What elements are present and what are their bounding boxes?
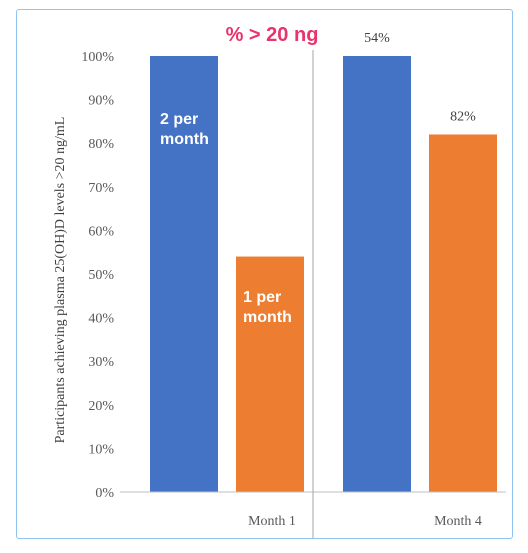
bar [429,134,497,493]
bar [236,256,304,492]
y-tick-label: 10% [88,442,114,457]
y-tick-label: 0% [95,486,114,501]
bar [150,56,218,492]
x-tick-label: Month 1 [248,514,296,529]
y-tick-label: 90% [88,94,114,109]
y-axis-ticks: 0% 10% 20% 30% 40% 50% 60% 70% 80% 90% 100% [81,50,114,501]
y-tick-label: 20% [88,399,114,414]
data-labels: 54% 82% [364,31,476,124]
y-tick-label: 30% [88,355,114,370]
x-tick-label: Month 4 [434,514,482,529]
bar [343,56,411,492]
series-labels: 2 per month 1 per month [160,111,292,326]
y-tick-label: 70% [88,181,114,196]
y-tick-label: 80% [88,137,114,152]
y-tick-label: 40% [88,312,114,327]
y-axis-title: Participants achieving plasma 25(OH)D le… [53,117,68,444]
series-label: 1 per month [243,289,292,326]
series-label: 2 per month [160,111,209,148]
bars [150,56,497,493]
y-tick-label: 60% [88,224,114,239]
data-label: 54% [364,31,390,46]
y-tick-label: 50% [88,268,114,283]
data-label: 82% [450,109,476,124]
x-axis: Month 1 Month 4 [120,50,506,538]
chart-title: % > 20 ng [226,24,319,46]
y-tick-label: 100% [81,50,114,65]
